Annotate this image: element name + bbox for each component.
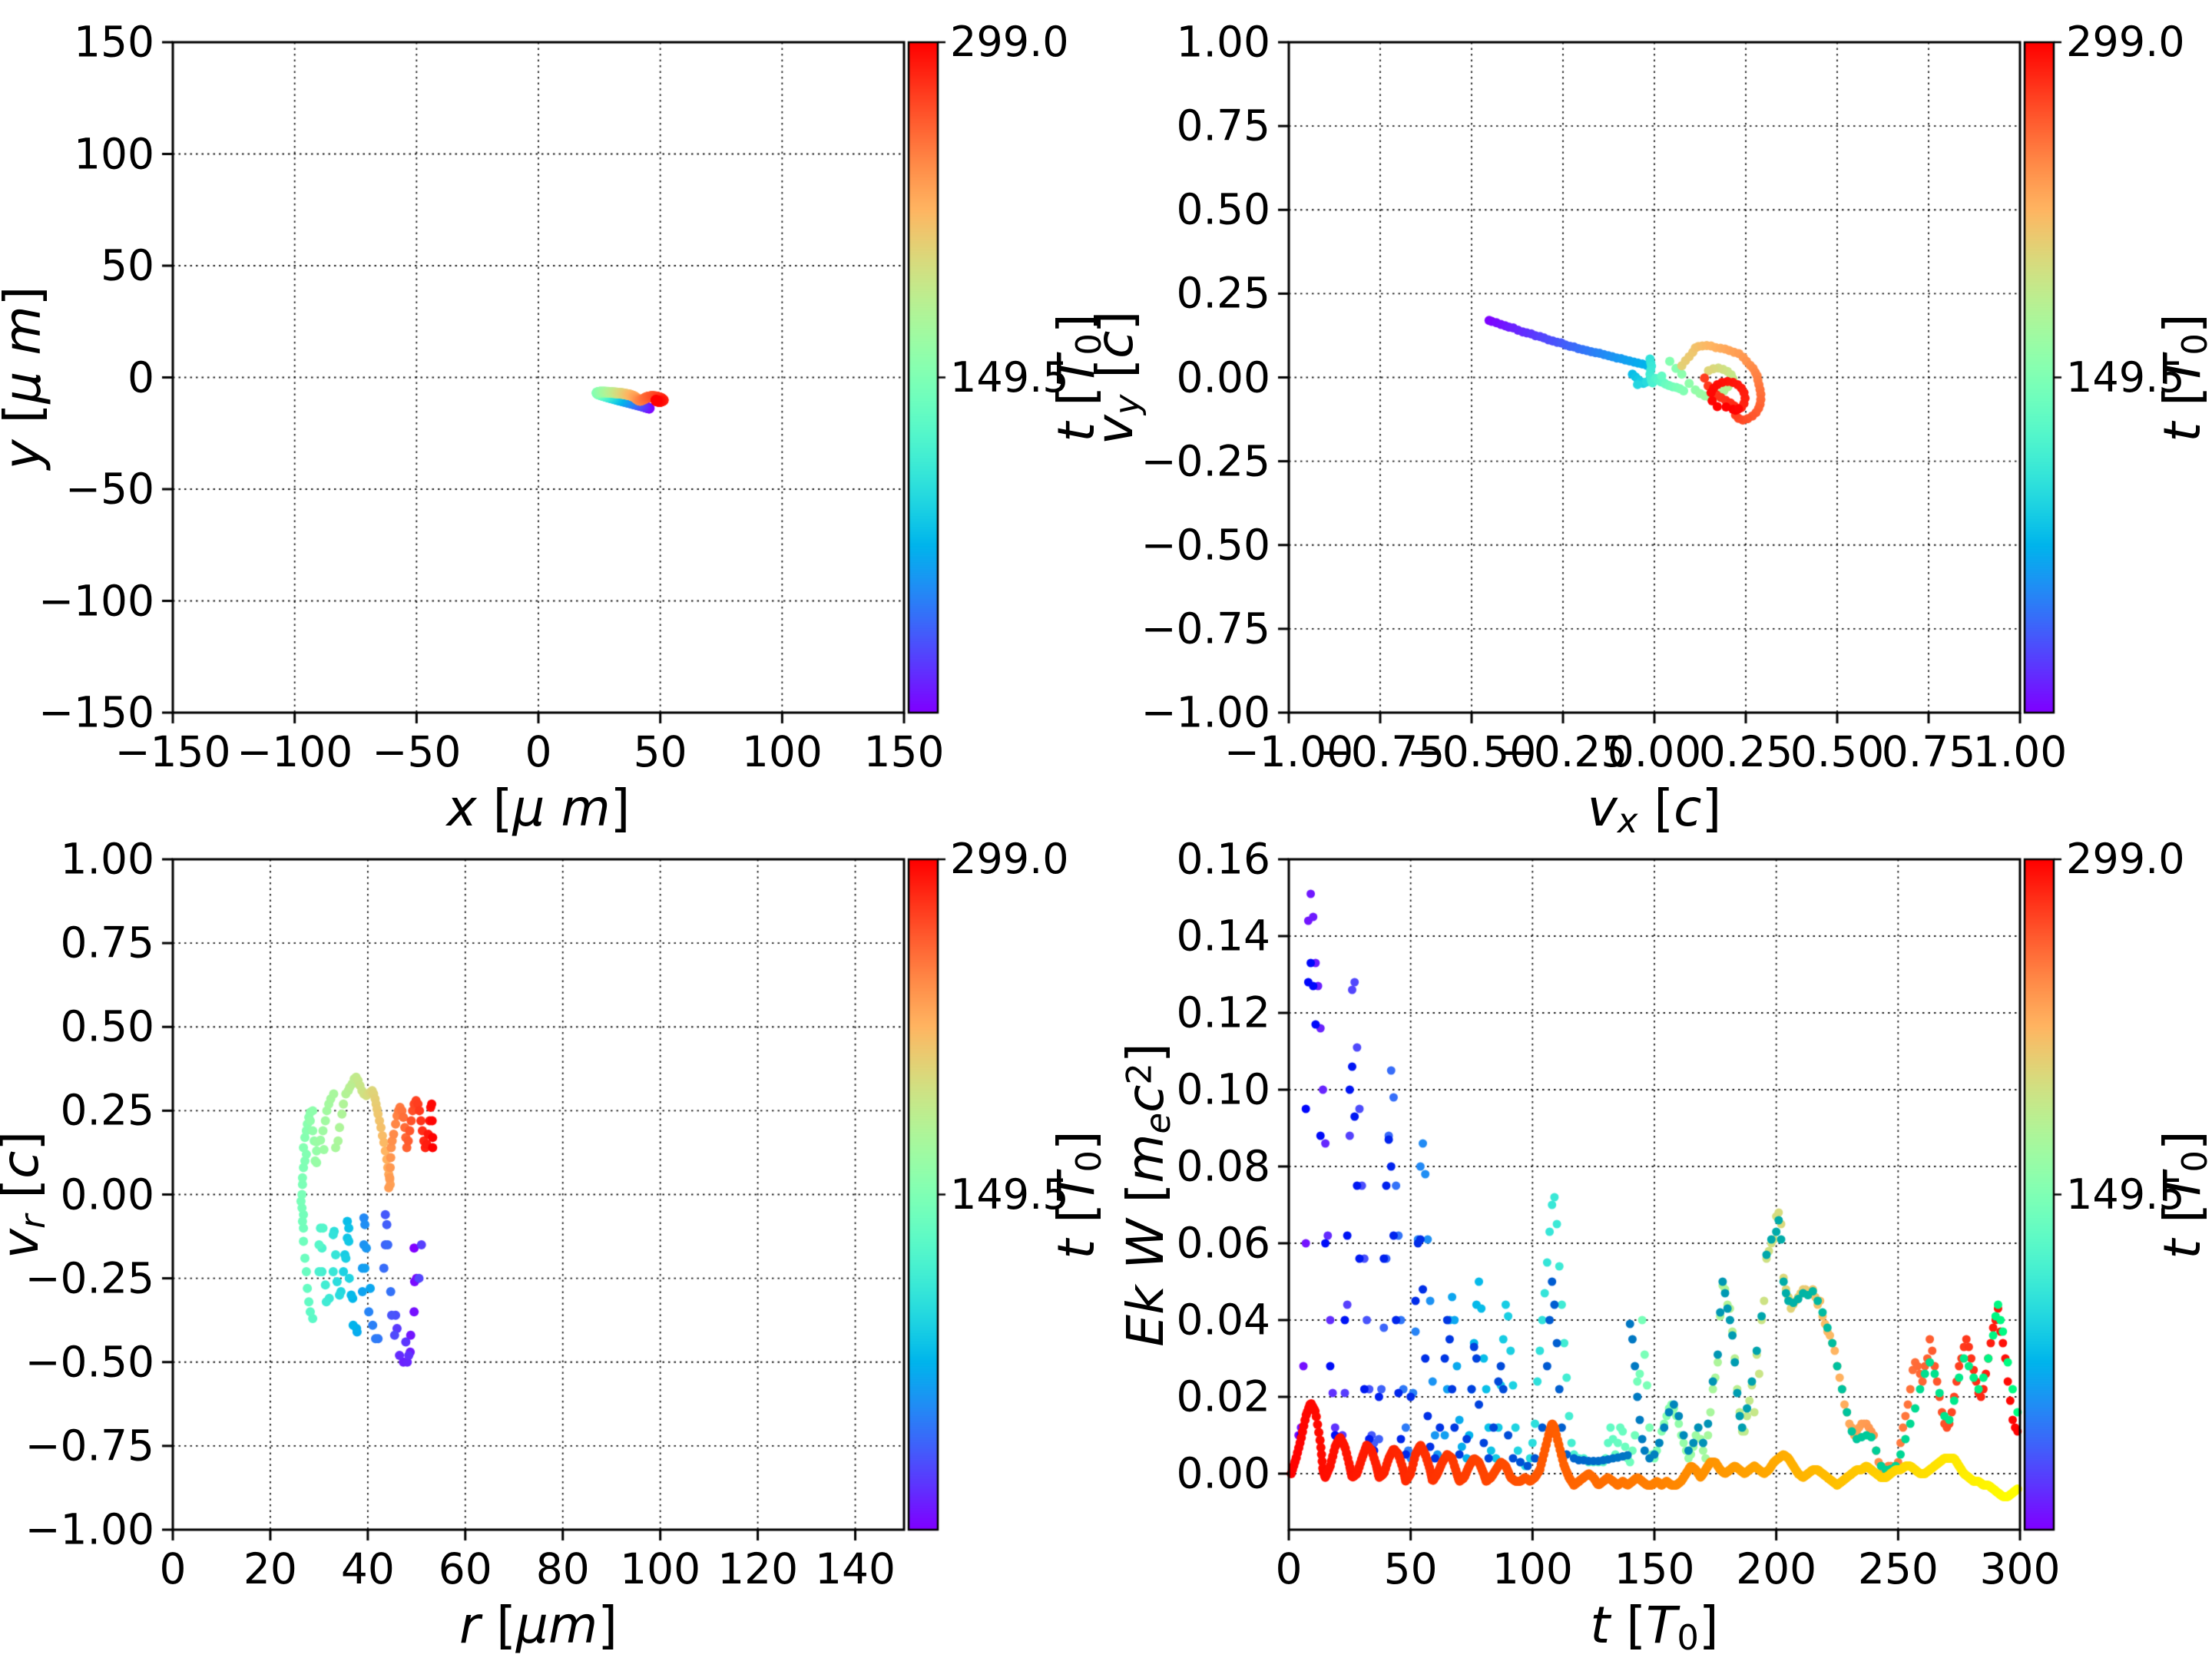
y-tick-label: 150 (74, 17, 154, 67)
y-tick-label: 0.50 (60, 1001, 154, 1051)
y-tick-label: 0.00 (60, 1170, 154, 1219)
y-tick-label: 0.06 (1176, 1218, 1270, 1268)
colorbar-tick-label: 149.5 (2066, 352, 2185, 402)
x-axis-label: vx [c] (1587, 779, 1722, 841)
x-tick-label: 50 (1383, 1544, 1438, 1593)
y-tick-label: −0.50 (25, 1337, 154, 1387)
y-tick-label: −0.75 (1141, 604, 1270, 654)
x-tick-label: −0.75 (1315, 727, 1445, 776)
y-axis-label: vy [c] (1085, 310, 1148, 445)
y-tick-label: 0.00 (1176, 352, 1270, 402)
y-tick-label: −0.75 (25, 1421, 154, 1471)
x-tick-label: 250 (1857, 1544, 1939, 1593)
colorbar-tick-label: 149.5 (2066, 1170, 2185, 1219)
x-tick-label: −0.50 (1406, 727, 1537, 776)
y-tick-label: 0.75 (1176, 101, 1270, 151)
y-axis-label: vr [c] (0, 1130, 54, 1258)
y-tick-label: −150 (38, 687, 154, 737)
y-tick-label: −0.50 (1141, 520, 1270, 570)
x-tick-label: 0.25 (1698, 727, 1793, 776)
x-tick-label: 200 (1736, 1544, 1817, 1593)
x-tick-label: 20 (243, 1544, 297, 1593)
x-tick-label: 0.00 (1607, 727, 1702, 776)
y-tick-label: −100 (38, 576, 154, 625)
x-tick-label: 100 (1492, 1544, 1573, 1593)
x-tick-label: −50 (372, 727, 462, 776)
y-tick-label: −0.25 (25, 1253, 154, 1303)
x-tick-label: 0.50 (1790, 727, 1885, 776)
x-axis-label: t [T0] (1590, 1596, 1719, 1658)
colorbar-tick-label: 299.0 (2066, 18, 2185, 66)
y-axis-label: y [μ m] (0, 286, 52, 469)
y-tick-label: 0.25 (60, 1085, 154, 1135)
y-tick-label: −50 (65, 464, 154, 514)
y-tick-label: 0.10 (1176, 1064, 1270, 1114)
y-tick-label: 0.04 (1176, 1295, 1270, 1345)
y-tick-label: 0.14 (1176, 911, 1270, 961)
x-axis-label: x [μ m] (446, 779, 631, 838)
y-tick-label: 0.02 (1176, 1372, 1270, 1421)
y-tick-label: 0.75 (60, 918, 154, 968)
y-tick-label: 0.25 (1176, 268, 1270, 318)
colorbar-label: t [T0] (2153, 1130, 2212, 1259)
y-tick-label: −1.00 (1141, 687, 1270, 737)
x-tick-label: −1.00 (1224, 727, 1354, 776)
x-tick-label: 80 (535, 1544, 590, 1593)
colorbar-tick-label: 149.5 (950, 1170, 1069, 1219)
y-tick-label: 0.00 (1176, 1448, 1270, 1498)
y-tick-label: 0.08 (1176, 1141, 1270, 1191)
colorbar-tick-label: 149.5 (950, 352, 1069, 402)
y-tick-label: 0.12 (1176, 988, 1270, 1037)
colorbar-label: t [T0] (1047, 1130, 1110, 1259)
x-tick-label: 1.00 (1972, 727, 2068, 776)
x-tick-label: 0.75 (1881, 727, 1976, 776)
x-tick-label: 140 (815, 1544, 896, 1593)
x-tick-label: −150 (114, 727, 231, 776)
y-axis-label: Ek W [mec2] (1116, 1042, 1179, 1347)
x-tick-label: 40 (340, 1544, 395, 1593)
y-tick-label: 50 (101, 240, 154, 290)
y-tick-label: −1.00 (25, 1504, 154, 1554)
colorbar-label: t [T0] (2153, 313, 2212, 442)
y-tick-label: 0 (127, 352, 154, 402)
colorbar-tick-label: 299.0 (2066, 835, 2185, 883)
x-tick-label: −0.25 (1498, 727, 1628, 776)
x-tick-label: 60 (438, 1544, 492, 1593)
x-tick-label: 150 (863, 727, 945, 776)
y-tick-label: 0.50 (1176, 184, 1270, 234)
x-tick-label: 100 (620, 1544, 701, 1593)
y-tick-label: 0.16 (1176, 834, 1270, 884)
colorbar-tick-label: 299.0 (950, 835, 1069, 883)
y-tick-label: −0.25 (1141, 436, 1270, 486)
x-tick-label: 150 (1614, 1544, 1695, 1593)
x-axis-label: r [μm] (459, 1596, 618, 1655)
x-tick-label: −100 (237, 727, 353, 776)
x-tick-label: 0 (159, 1544, 187, 1593)
y-tick-label: 100 (74, 129, 154, 178)
x-tick-label: 50 (633, 727, 687, 776)
x-tick-label: 120 (717, 1544, 799, 1593)
x-tick-label: 0 (1275, 1544, 1303, 1593)
x-tick-label: 300 (1979, 1544, 2061, 1593)
y-tick-label: 1.00 (60, 834, 154, 884)
x-tick-label: 0 (525, 727, 552, 776)
x-tick-label: 100 (741, 727, 823, 776)
colorbar-tick-label: 299.0 (950, 18, 1069, 66)
y-tick-label: 1.00 (1176, 17, 1270, 67)
